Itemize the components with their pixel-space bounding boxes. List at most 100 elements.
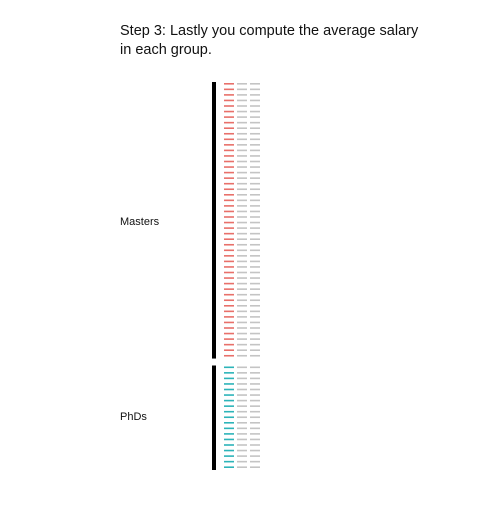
salary-cell-phds-3-0 [224, 383, 234, 385]
attribute-cell-masters-5-1 [237, 110, 247, 113]
attribute-cell-masters-13-1 [237, 155, 247, 157]
attribute-cell-masters-16-1 [237, 171, 247, 174]
salary-cell-masters-31-0 [224, 255, 234, 257]
attribute-cell-masters-18-1 [237, 182, 247, 185]
salary-cell-masters-46-0 [224, 338, 234, 340]
salary-cell-phds-11-0 [224, 427, 234, 430]
salary-cell-masters-26-0 [224, 227, 234, 229]
salary-cell-masters-23-0 [224, 210, 234, 213]
attribute-cell-masters-33-2 [250, 266, 260, 268]
attribute-cell-masters-49-1 [237, 354, 247, 357]
attribute-cell-phds-12-1 [237, 433, 247, 435]
attribute-cell-phds-16-1 [237, 455, 247, 457]
attribute-cell-masters-8-1 [237, 127, 247, 129]
attribute-cell-masters-46-1 [237, 338, 247, 340]
salary-cell-masters-5-0 [224, 110, 234, 113]
attribute-cell-masters-5-2 [250, 110, 260, 113]
attribute-cell-masters-43-2 [250, 321, 260, 324]
attribute-cell-masters-14-1 [237, 160, 247, 163]
attribute-cell-masters-10-1 [237, 138, 247, 141]
attribute-cell-masters-23-1 [237, 210, 247, 213]
data-rows [224, 83, 260, 468]
attribute-cell-masters-37-1 [237, 288, 247, 290]
attribute-cell-masters-47-1 [237, 343, 247, 346]
attribute-cell-masters-10-2 [250, 138, 260, 141]
salary-cell-masters-34-0 [224, 271, 234, 274]
attribute-cell-masters-36-2 [250, 282, 260, 285]
salary-cell-masters-44-0 [224, 327, 234, 329]
salary-cell-phds-9-0 [224, 416, 234, 419]
attribute-cell-masters-24-1 [237, 216, 247, 218]
attribute-cell-phds-2-2 [250, 377, 260, 380]
salary-cell-masters-15-0 [224, 166, 234, 168]
attribute-cell-masters-43-1 [237, 321, 247, 324]
attribute-cell-masters-29-2 [250, 243, 260, 246]
attribute-cell-phds-5-2 [250, 394, 260, 396]
attribute-cell-masters-33-1 [237, 266, 247, 268]
attribute-cell-masters-8-2 [250, 127, 260, 129]
attribute-cell-masters-28-2 [250, 238, 260, 240]
salary-cell-masters-35-0 [224, 277, 234, 279]
attribute-cell-masters-17-1 [237, 177, 247, 179]
attribute-cell-phds-11-2 [250, 427, 260, 430]
attribute-cell-phds-9-1 [237, 416, 247, 419]
salary-cell-masters-27-0 [224, 232, 234, 235]
attribute-cell-masters-12-1 [237, 149, 247, 152]
salary-cell-masters-4-0 [224, 105, 234, 107]
attribute-cell-phds-0-2 [250, 366, 260, 369]
attribute-cell-masters-37-2 [250, 288, 260, 290]
attribute-cell-masters-39-2 [250, 299, 260, 302]
attribute-cell-masters-26-2 [250, 227, 260, 229]
salary-cell-masters-18-0 [224, 182, 234, 185]
attribute-cell-masters-6-1 [237, 116, 247, 118]
attribute-cell-masters-14-2 [250, 160, 260, 163]
attribute-cell-masters-25-2 [250, 221, 260, 224]
attribute-cell-masters-28-1 [237, 238, 247, 240]
salary-cell-masters-0-0 [224, 83, 234, 85]
attribute-cell-masters-1-2 [250, 88, 260, 91]
attribute-cell-phds-5-1 [237, 394, 247, 396]
attribute-cell-phds-4-1 [237, 388, 247, 391]
attribute-cell-phds-0-1 [237, 366, 247, 369]
attribute-cell-masters-9-1 [237, 132, 247, 135]
attribute-cell-masters-3-2 [250, 99, 260, 102]
attribute-cell-masters-38-2 [250, 293, 260, 296]
attribute-cell-masters-42-1 [237, 316, 247, 318]
attribute-cell-masters-27-2 [250, 232, 260, 235]
attribute-cell-masters-15-2 [250, 166, 260, 168]
attribute-cell-masters-40-2 [250, 305, 260, 307]
attribute-cell-masters-22-1 [237, 205, 247, 207]
salary-cell-masters-29-0 [224, 243, 234, 246]
attribute-cell-masters-26-1 [237, 227, 247, 229]
attribute-cell-masters-30-2 [250, 249, 260, 252]
salary-cell-masters-37-0 [224, 288, 234, 290]
attribute-cell-masters-2-1 [237, 94, 247, 96]
salary-cell-phds-2-0 [224, 377, 234, 380]
attribute-cell-phds-2-1 [237, 377, 247, 380]
attribute-cell-masters-24-2 [250, 216, 260, 218]
attribute-cell-masters-41-2 [250, 310, 260, 313]
salary-cell-phds-13-0 [224, 438, 234, 441]
attribute-cell-masters-23-2 [250, 210, 260, 213]
step-title: Step 3: Lastly you compute the average s… [120, 23, 419, 58]
salary-cell-masters-14-0 [224, 160, 234, 163]
attribute-cell-masters-39-1 [237, 299, 247, 302]
attribute-cell-masters-45-1 [237, 332, 247, 335]
attribute-cell-phds-6-1 [237, 399, 247, 402]
attribute-cell-masters-41-1 [237, 310, 247, 313]
attribute-cell-masters-46-2 [250, 338, 260, 340]
salary-cell-phds-18-0 [224, 466, 234, 468]
attribute-cell-phds-4-2 [250, 388, 260, 391]
salary-cell-masters-21-0 [224, 199, 234, 202]
attribute-cell-masters-0-2 [250, 83, 260, 85]
group-brackets [212, 82, 216, 470]
attribute-cell-masters-11-1 [237, 144, 247, 146]
salary-cell-masters-13-0 [224, 155, 234, 157]
salary-cell-masters-22-0 [224, 205, 234, 207]
attribute-cell-phds-12-2 [250, 433, 260, 435]
attribute-cell-masters-40-1 [237, 305, 247, 307]
attribute-cell-masters-15-1 [237, 166, 247, 168]
attribute-cell-phds-10-1 [237, 422, 247, 424]
salary-cell-masters-45-0 [224, 332, 234, 335]
attribute-cell-phds-3-2 [250, 383, 260, 385]
